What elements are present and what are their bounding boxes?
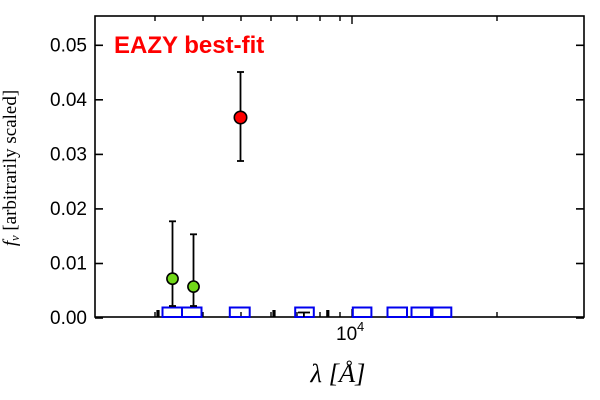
svg-text:fν [arbitrarily scaled]: fν [arbitrarily scaled] — [0, 90, 22, 246]
svg-text:λ [Å]: λ [Å] — [310, 358, 366, 388]
svg-text:4: 4 — [357, 319, 364, 334]
svg-text:10: 10 — [336, 324, 357, 345]
svg-text:0.05: 0.05 — [50, 35, 87, 56]
svg-text:0.02: 0.02 — [50, 199, 87, 220]
svg-text:0.00: 0.00 — [50, 308, 87, 329]
svg-text:0.04: 0.04 — [50, 90, 87, 111]
svg-text:EAZY best-fit: EAZY best-fit — [114, 32, 264, 59]
svg-text:0.03: 0.03 — [50, 144, 87, 165]
svg-text:0.01: 0.01 — [50, 254, 87, 275]
